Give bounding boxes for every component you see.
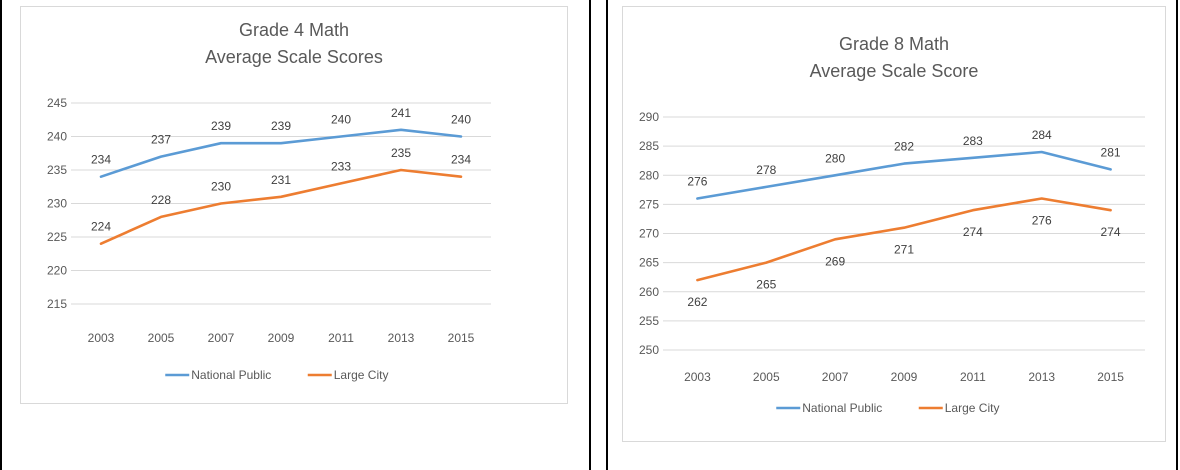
data-label: 280 [825,151,845,165]
data-label: 265 [756,278,776,292]
y-tick-label: 250 [639,343,659,357]
chart-title-line2: Average Scale Score [809,61,979,81]
data-label: 234 [451,153,471,167]
chart-title-line1: Grade 4 Math [238,20,350,40]
y-tick-label: 245 [47,96,67,110]
y-tick-label: 290 [639,110,659,124]
x-tick-label: 2005 [753,370,780,384]
x-tick-label: 2013 [1028,370,1055,384]
y-tick-label: 240 [47,130,67,144]
grade4-math-chart: Grade 4 Math Average Scale Scores 215 220… [20,6,568,404]
chart-title: Grade 4 Math Average Scale Scores [21,17,567,71]
chart-title-line2: Average Scale Scores [205,47,383,67]
y-tick-label: 285 [639,139,659,153]
y-tick-label: 260 [639,285,659,299]
data-label: 276 [1032,214,1052,228]
legend-label: National Public [191,368,271,382]
data-label: 274 [963,225,983,239]
y-tick-label: 275 [639,197,659,211]
grade8-math-chart: Grade 8 Math Average Scale Score 250 255 2… [622,6,1166,442]
series-line-1 [696,197,1112,282]
y-tick-label: 230 [47,197,67,211]
data-label: 230 [211,180,231,194]
data-label: 283 [963,134,983,148]
data-label: 224 [91,220,111,234]
y-tick-label: 280 [639,168,659,182]
data-label: 228 [151,193,171,207]
data-label: 240 [331,113,351,127]
table-border-right [1176,0,1178,470]
data-label: 269 [825,254,845,268]
legend-label: National Public [802,401,882,415]
x-tick-label: 2003 [88,331,115,345]
y-tick-label: 235 [47,163,67,177]
data-label: 282 [894,140,914,154]
x-tick-label: 2011 [960,370,986,384]
table-border-middle-right [606,0,608,470]
chart-title-line1: Grade 8 Math [838,34,950,54]
y-tick-label: 270 [639,227,659,241]
data-label: 237 [151,133,171,147]
table-border-left [0,0,2,470]
x-tick-label: 2013 [388,331,415,345]
x-tick-label: 2009 [268,331,295,345]
data-label: 234 [91,153,111,167]
y-tick-label: 225 [47,230,67,244]
x-tick-label: 2011 [328,331,354,345]
legend-label: Large City [945,401,1000,415]
data-label: 276 [687,175,707,189]
x-tick-label: 2007 [822,370,849,384]
data-label: 241 [391,106,411,120]
y-tick-label: 215 [47,297,67,311]
series-line-1 [99,168,463,245]
x-tick-label: 2015 [1097,370,1124,384]
y-tick-label: 265 [639,256,659,270]
x-tick-label: 2003 [684,370,711,384]
x-tick-label: 2009 [891,370,918,384]
y-tick-label: 220 [47,264,67,278]
data-label: 274 [1101,225,1121,239]
x-tick-label: 2005 [148,331,175,345]
series-line-0 [99,128,463,178]
data-label: 284 [1032,128,1052,142]
data-label: 281 [1101,145,1121,159]
data-label: 231 [271,173,291,187]
series-line-0 [696,150,1112,200]
chart-title: Grade 8 Math Average Scale Score [623,31,1165,85]
table-border-middle-left [589,0,591,470]
x-tick-label: 2015 [448,331,475,345]
legend-label: Large City [334,368,389,382]
data-label: 233 [331,159,351,173]
data-label: 240 [451,113,471,127]
x-tick-label: 2007 [208,331,235,345]
grade4-plot: 215 220 225 230 235 240 245 2003 2005 2007 2009 201… [47,96,491,382]
grade8-plot: 250 255 260 265 270 275 280 285 290 2003 2005 2007 2… [639,110,1145,415]
y-tick-label: 255 [639,314,659,328]
data-label: 239 [271,119,291,133]
data-label: 235 [391,146,411,160]
data-label: 278 [756,163,776,177]
data-label: 262 [687,295,707,309]
data-label: 271 [894,243,914,257]
data-label: 239 [211,119,231,133]
